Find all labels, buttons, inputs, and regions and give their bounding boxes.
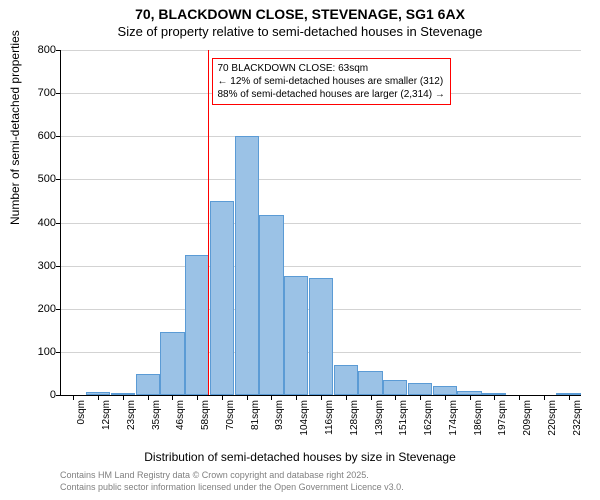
histogram-bar — [433, 386, 457, 395]
y-tick-mark — [56, 395, 61, 396]
annotation-line-2: ← 12% of semi-detached houses are smalle… — [218, 75, 445, 88]
x-tick-label: 93sqm — [274, 400, 285, 430]
y-axis-label: Number of semi-detached properties — [8, 30, 22, 225]
x-tick-mark — [98, 395, 99, 400]
histogram-bar — [185, 255, 209, 395]
plot-box: 01002003004005006007008000sqm12sqm23sqm3… — [60, 50, 581, 396]
histogram-bar — [383, 380, 407, 395]
x-tick-label: 0sqm — [76, 400, 87, 424]
footer-line-2: Contains public sector information licen… — [60, 482, 404, 494]
y-tick-label: 100 — [26, 346, 56, 358]
y-tick-label: 300 — [26, 260, 56, 272]
x-tick-label: 186sqm — [473, 400, 484, 436]
y-tick-mark — [56, 179, 61, 180]
histogram-bar — [160, 332, 184, 395]
chart-plot-area: 01002003004005006007008000sqm12sqm23sqm3… — [60, 50, 580, 395]
y-tick-label: 500 — [26, 173, 56, 185]
y-tick-label: 700 — [26, 87, 56, 99]
y-tick-label: 400 — [26, 217, 56, 229]
histogram-bar — [235, 136, 259, 395]
x-tick-mark — [148, 395, 149, 400]
x-tick-label: 35sqm — [151, 400, 162, 430]
annotation-line-3: 88% of semi-detached houses are larger (… — [218, 88, 445, 101]
x-tick-label: 197sqm — [497, 400, 508, 436]
x-tick-label: 70sqm — [225, 400, 236, 430]
x-tick-label: 232sqm — [572, 400, 583, 436]
reference-line — [208, 50, 209, 395]
histogram-bar — [408, 383, 432, 395]
x-tick-mark — [519, 395, 520, 400]
y-tick-label: 0 — [26, 389, 56, 401]
x-tick-label: 46sqm — [175, 400, 186, 430]
y-tick-mark — [56, 352, 61, 353]
x-tick-label: 81sqm — [250, 400, 261, 430]
x-tick-label: 162sqm — [423, 400, 434, 436]
histogram-bar — [210, 201, 234, 395]
grid-line — [61, 50, 581, 51]
grid-line — [61, 223, 581, 224]
y-tick-label: 200 — [26, 303, 56, 315]
x-tick-mark — [321, 395, 322, 400]
x-tick-mark — [222, 395, 223, 400]
x-tick-mark — [544, 395, 545, 400]
x-tick-mark — [296, 395, 297, 400]
x-tick-mark — [197, 395, 198, 400]
y-tick-mark — [56, 136, 61, 137]
x-tick-mark — [172, 395, 173, 400]
histogram-bar — [284, 276, 308, 395]
x-tick-label: 139sqm — [374, 400, 385, 436]
x-tick-label: 151sqm — [398, 400, 409, 436]
histogram-bar — [136, 374, 160, 395]
x-tick-mark — [271, 395, 272, 400]
annotation-box: 70 BLACKDOWN CLOSE: 63sqm← 12% of semi-d… — [212, 58, 451, 105]
y-tick-mark — [56, 309, 61, 310]
chart-title-main: 70, BLACKDOWN CLOSE, STEVENAGE, SG1 6AX — [0, 0, 600, 22]
x-tick-label: 174sqm — [448, 400, 459, 436]
x-tick-mark — [569, 395, 570, 400]
x-axis-label: Distribution of semi-detached houses by … — [0, 450, 600, 464]
chart-container: 70, BLACKDOWN CLOSE, STEVENAGE, SG1 6AX … — [0, 0, 600, 500]
x-tick-label: 58sqm — [200, 400, 211, 430]
histogram-bar — [334, 365, 358, 395]
annotation-line-1: 70 BLACKDOWN CLOSE: 63sqm — [218, 62, 445, 75]
y-tick-mark — [56, 223, 61, 224]
y-tick-label: 800 — [26, 44, 56, 56]
histogram-bar — [259, 215, 283, 395]
x-tick-mark — [371, 395, 372, 400]
histogram-bar — [309, 278, 333, 395]
footer-line-1: Contains HM Land Registry data © Crown c… — [60, 470, 404, 482]
x-tick-label: 23sqm — [126, 400, 137, 430]
x-tick-mark — [494, 395, 495, 400]
x-tick-mark — [73, 395, 74, 400]
grid-line — [61, 136, 581, 137]
x-tick-label: 209sqm — [522, 400, 533, 436]
x-tick-mark — [247, 395, 248, 400]
x-tick-label: 220sqm — [547, 400, 558, 436]
x-tick-mark — [445, 395, 446, 400]
x-tick-mark — [470, 395, 471, 400]
x-tick-mark — [346, 395, 347, 400]
x-tick-label: 12sqm — [101, 400, 112, 430]
x-tick-mark — [395, 395, 396, 400]
grid-line — [61, 179, 581, 180]
x-tick-label: 104sqm — [299, 400, 310, 436]
x-tick-label: 116sqm — [324, 400, 335, 435]
x-tick-mark — [420, 395, 421, 400]
histogram-bar — [358, 371, 382, 395]
footer-attribution: Contains HM Land Registry data © Crown c… — [60, 470, 404, 493]
x-tick-label: 128sqm — [349, 400, 360, 436]
y-tick-mark — [56, 266, 61, 267]
chart-title-sub: Size of property relative to semi-detach… — [0, 22, 600, 39]
x-tick-mark — [123, 395, 124, 400]
y-tick-mark — [56, 93, 61, 94]
grid-line — [61, 266, 581, 267]
y-tick-label: 600 — [26, 130, 56, 142]
y-tick-mark — [56, 50, 61, 51]
